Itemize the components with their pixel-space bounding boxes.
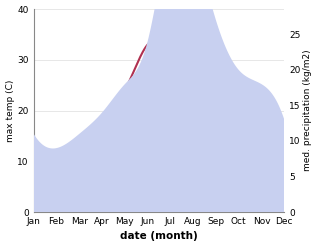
Y-axis label: max temp (C): max temp (C) [5,79,15,142]
X-axis label: date (month): date (month) [120,231,198,242]
Y-axis label: med. precipitation (kg/m2): med. precipitation (kg/m2) [303,50,313,171]
